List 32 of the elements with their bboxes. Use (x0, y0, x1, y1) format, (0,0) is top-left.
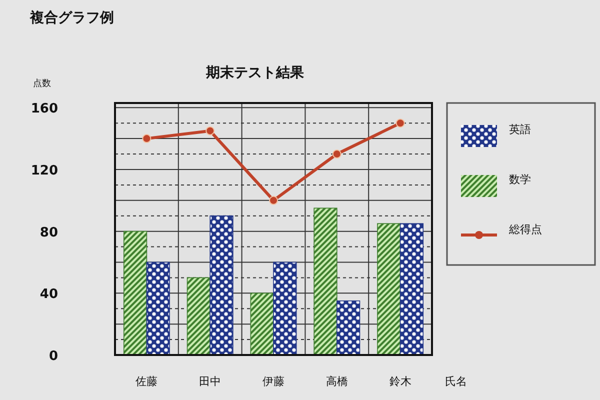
point (396, 118, 405, 128)
point (142, 134, 152, 144)
bar (250, 292, 274, 356)
bar (186, 277, 210, 356)
bar (336, 300, 360, 356)
chart-title: 複合グラフ例 (29, 9, 114, 26)
point (206, 126, 215, 136)
bar (273, 262, 297, 356)
y-tick-label: 0 (48, 349, 58, 364)
y-tick-label: 120 (30, 163, 58, 178)
y-tick-label: 160 (30, 102, 58, 117)
bar (123, 230, 148, 356)
x-tick-label: 高橋 (326, 375, 348, 388)
bar (377, 223, 401, 356)
point (332, 150, 342, 159)
x-tick-label: 鈴木 (389, 375, 412, 388)
bar (210, 215, 234, 356)
bar (146, 262, 170, 356)
y-tick-label: 40 (40, 287, 58, 302)
bar (400, 223, 424, 356)
legend-label: 総得点 (508, 223, 542, 236)
x-tick-label: 佐藤 (136, 375, 158, 388)
bar (314, 208, 338, 356)
x-axis-title: 氏名 (445, 375, 467, 388)
y-tick-label: 80 (40, 225, 58, 240)
y-axis-title: 点数 (33, 78, 51, 89)
x-tick-label: 田中 (199, 375, 222, 388)
legend-label: 英語 (509, 123, 531, 136)
chart-subtitle: 期末テスト結果 (205, 65, 305, 81)
legend-label: 数学 (509, 173, 531, 186)
x-tick-label: 伊藤 (262, 375, 284, 388)
point (269, 196, 278, 205)
